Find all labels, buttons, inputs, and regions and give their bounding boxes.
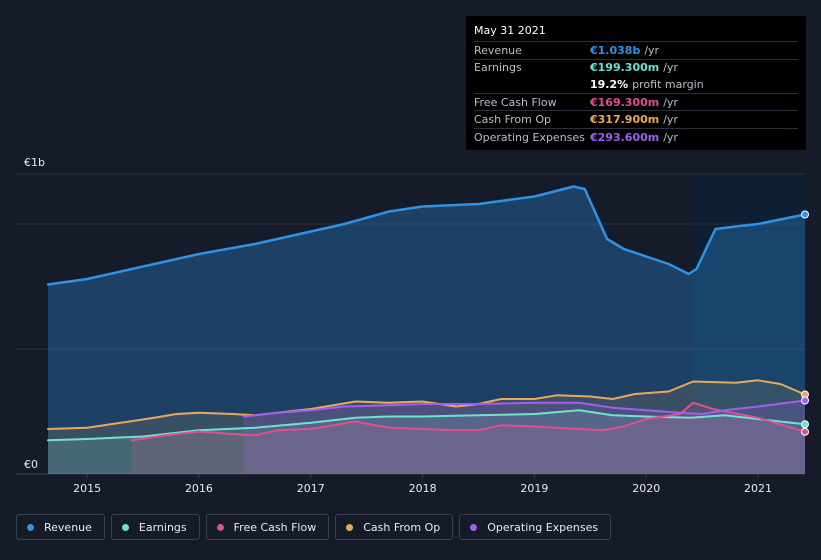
legend-dot-icon (27, 523, 34, 531)
tooltip-label: Free Cash Flow (474, 95, 557, 109)
area-operating-expenses (243, 400, 805, 474)
legend-item-earnings[interactable]: Earnings (110, 514, 200, 540)
area-cash-from-op (48, 380, 805, 474)
x-tick-label: 2015 (73, 482, 101, 495)
tooltip-value: €317.900m (590, 113, 660, 127)
x-tick-label: 2019 (520, 482, 548, 495)
endpoint-free-cash-flow (801, 427, 809, 436)
tooltip-row-operating-expenses: Operating Expenses €293.600m /yr (474, 127, 798, 146)
x-tick-label: 2016 (185, 482, 213, 495)
x-axis: 2015 2016 2017 2018 2019 2020 2021 (73, 474, 772, 495)
tooltip-unit: /yr (663, 95, 678, 109)
tooltip-unit: /yr (644, 43, 660, 57)
tooltip-unit: /yr (663, 130, 678, 144)
legend-label: Cash From Op (363, 520, 441, 534)
x-tick-label: 2020 (632, 482, 660, 495)
legend-label: Revenue (44, 520, 92, 534)
line-free-cash-flow (130, 401, 806, 442)
line-earnings (47, 409, 806, 442)
tooltip-value: €199.300m (590, 61, 660, 75)
area-revenue (48, 186, 805, 474)
series-lines (46, 185, 807, 442)
legend-item-operating-expenses[interactable]: Operating Expenses (459, 514, 612, 540)
x-tick-label: 2018 (409, 482, 437, 495)
legend: Revenue Earnings Free Cash Flow Cash Fro… (16, 514, 612, 540)
legend-item-free-cash-flow[interactable]: Free Cash Flow (205, 514, 330, 540)
chart: €1b €0 2015 2016 2017 2018 2019 2020 2021 (16, 156, 809, 495)
legend-dot-icon (216, 523, 224, 531)
tooltip-label: Operating Expenses (474, 130, 585, 144)
x-tick-label: 2021 (744, 482, 772, 495)
area-earnings (48, 410, 805, 474)
y-tick-label: €1b (24, 156, 45, 169)
tooltip-value: 19.2% (590, 77, 629, 91)
tooltip-row-revenue: Revenue €1.038b /yr (474, 41, 798, 59)
legend-dot-icon (470, 523, 478, 531)
tooltip-label: Cash From Op (474, 113, 552, 127)
tooltip-row-cash-from-op: Cash From Op €317.900m /yr (474, 110, 798, 128)
endpoint-earnings (801, 420, 809, 429)
tooltip-value: €293.600m (590, 130, 660, 144)
tooltip-unit: profit margin (632, 77, 704, 91)
y-tick-label: €0 (24, 458, 38, 471)
legend-dot-icon (346, 523, 354, 531)
tooltip-label: Earnings (474, 61, 522, 75)
grid (16, 173, 805, 475)
area-free-cash-flow (131, 402, 805, 474)
legend-label: Operating Expenses (487, 520, 599, 534)
tooltip-row-earnings: Earnings €199.300m /yr (474, 58, 798, 77)
tooltip-row-free-cash-flow: Free Cash Flow €169.300m /yr (474, 92, 798, 111)
tooltip-label: Revenue (474, 43, 522, 57)
tooltip-row-profit-margin: 19.2% profit margin (474, 76, 798, 93)
legend-item-cash-from-op[interactable]: Cash From Op (335, 514, 454, 540)
legend-item-revenue[interactable]: Revenue (16, 514, 105, 540)
legend-label: Earnings (138, 520, 187, 534)
series-areas (48, 186, 805, 474)
line-cash-from-op (47, 379, 806, 430)
series-endpoints (801, 210, 809, 436)
legend-dot-icon (121, 523, 129, 531)
tooltip-unit: /yr (663, 61, 678, 75)
tooltip-value: €169.300m (590, 95, 660, 109)
line-revenue (46, 185, 807, 286)
tooltip: May 31 2021 Revenue €1.038b /yr Earnings… (466, 16, 806, 150)
endpoint-revenue (801, 210, 809, 219)
tooltip-unit: /yr (663, 113, 678, 127)
tooltip-value: €1.038b (590, 43, 641, 57)
legend-label: Free Cash Flow (233, 520, 317, 534)
tooltip-date: May 31 2021 (474, 24, 546, 37)
y-axis: €1b €0 (24, 156, 45, 471)
endpoint-operating-expenses (801, 396, 809, 405)
line-operating-expenses (242, 399, 806, 418)
x-tick-label: 2017 (297, 482, 325, 495)
